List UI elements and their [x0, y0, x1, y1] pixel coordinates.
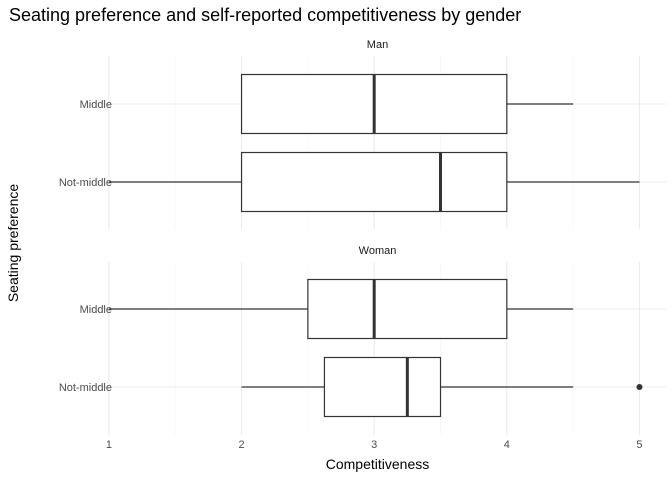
panels-layer: Man Middle Not-middle Woman Middle Not-middle	[59, 39, 666, 435]
x-tick-label: 5	[636, 439, 642, 451]
y-tick-label: Middle	[80, 304, 112, 316]
box-woman-middle	[108, 278, 574, 340]
strip-label: Man	[367, 39, 388, 51]
box-man-not-middle	[108, 151, 640, 213]
panel-woman: Woman Middle Not-middle	[59, 245, 666, 435]
y-tick-label: Not-middle	[59, 177, 112, 189]
x-axis-title: Competitiveness	[326, 456, 430, 472]
y-tick-label: Not-middle	[59, 382, 112, 394]
outlier-point	[636, 384, 643, 390]
x-tick-label: 2	[238, 439, 244, 451]
box-iqr	[323, 356, 442, 418]
y-axis-title: Seating preference	[5, 184, 21, 303]
box-man-middle	[240, 73, 574, 135]
chart-title: Seating preference and self-reported com…	[9, 5, 521, 25]
x-tick-label: 4	[504, 439, 510, 451]
x-tick-label: 1	[106, 439, 112, 451]
x-tick-labels: 1 2 3 4 5	[106, 439, 643, 451]
panel-man: Man Middle Not-middle	[59, 39, 666, 229]
x-tick-label: 3	[371, 439, 377, 451]
strip-label: Woman	[359, 245, 397, 257]
box-woman-not-middle	[241, 356, 643, 418]
box-iqr	[307, 278, 508, 340]
box-iqr	[240, 151, 508, 213]
y-tick-label: Middle	[80, 99, 112, 111]
